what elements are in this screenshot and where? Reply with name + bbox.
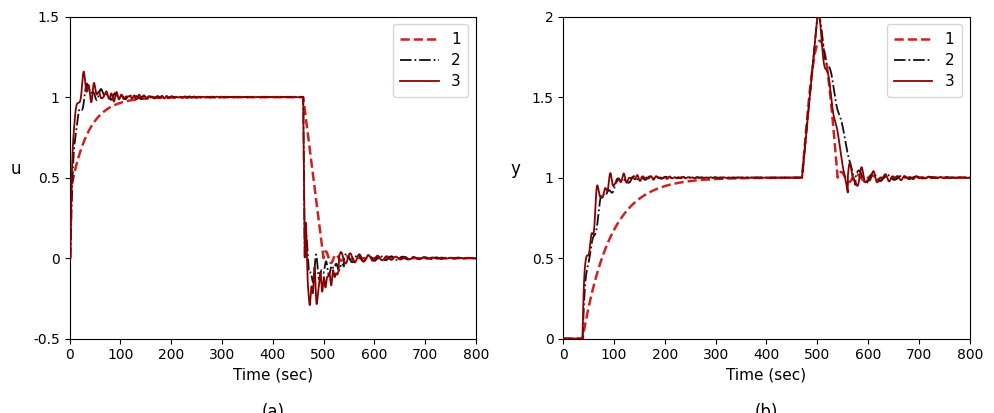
3 — [964, 175, 976, 180]
1 — [964, 175, 976, 180]
1 — [84, 92, 96, 97]
Y-axis label: y: y — [510, 160, 520, 178]
1 — [470, 256, 482, 261]
Line: 3: 3 — [70, 97, 476, 263]
3 — [578, 330, 589, 335]
1 — [387, 257, 399, 262]
3 — [322, 253, 334, 258]
3 — [798, 154, 810, 159]
2 — [812, 13, 824, 18]
3 — [297, 95, 309, 100]
1 — [705, 175, 717, 180]
2 — [82, 81, 93, 86]
Legend: 1, 2, 3: 1, 2, 3 — [887, 24, 962, 97]
3 — [304, 149, 316, 154]
3 — [470, 256, 482, 261]
2 — [304, 270, 316, 275]
Legend: 1, 2, 3: 1, 2, 3 — [393, 24, 468, 97]
1 — [211, 94, 223, 99]
2 — [798, 157, 810, 162]
1 — [322, 274, 334, 279]
1 — [812, 12, 824, 17]
3 — [859, 178, 871, 183]
2 — [881, 173, 893, 178]
2 — [387, 254, 399, 259]
X-axis label: Time (sec): Time (sec) — [233, 368, 313, 383]
3 — [365, 256, 377, 261]
2 — [705, 176, 717, 180]
2 — [859, 180, 871, 185]
2 — [964, 175, 976, 180]
1 — [78, 69, 89, 74]
2 — [815, 27, 827, 32]
Y-axis label: u: u — [11, 160, 22, 178]
1 — [304, 301, 316, 306]
1 — [365, 256, 377, 261]
Line: 1: 1 — [70, 71, 476, 305]
2 — [322, 268, 334, 273]
3 — [814, 38, 826, 43]
2 — [558, 336, 570, 341]
2 — [578, 308, 589, 313]
1 — [798, 157, 810, 162]
3 — [558, 336, 570, 341]
2 — [84, 90, 96, 95]
3 — [64, 195, 76, 199]
3 — [815, 40, 827, 45]
3 — [325, 261, 337, 266]
1 — [815, 36, 827, 41]
3 — [881, 174, 893, 179]
1 — [558, 336, 570, 341]
2 — [211, 95, 223, 100]
2 — [365, 254, 377, 259]
Text: (b): (b) — [754, 403, 778, 413]
X-axis label: Time (sec): Time (sec) — [727, 368, 806, 383]
Text: (a): (a) — [261, 403, 284, 413]
1 — [64, 256, 76, 261]
1 — [578, 288, 589, 293]
1 — [859, 179, 871, 184]
3 — [211, 95, 223, 100]
Line: 2: 2 — [70, 84, 476, 282]
Line: 1: 1 — [564, 14, 970, 339]
2 — [470, 256, 482, 261]
Line: 3: 3 — [564, 41, 970, 339]
1 — [304, 303, 316, 308]
3 — [387, 256, 399, 261]
2 — [307, 280, 319, 285]
Line: 2: 2 — [564, 15, 970, 339]
3 — [83, 126, 95, 131]
2 — [64, 256, 76, 261]
1 — [881, 173, 893, 178]
3 — [705, 177, 717, 182]
